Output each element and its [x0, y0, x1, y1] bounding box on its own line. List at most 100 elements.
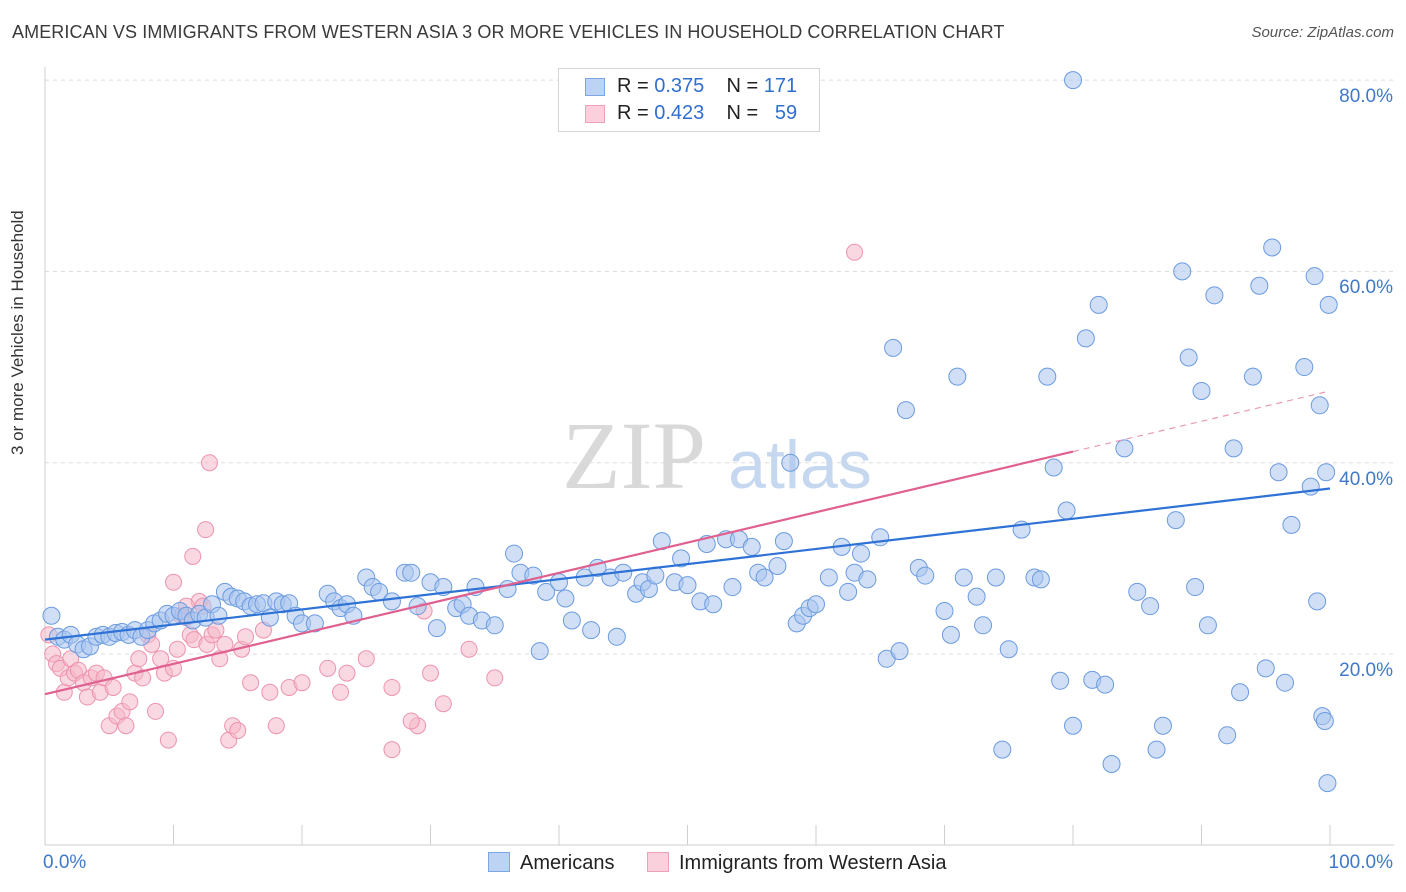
immigrants-point: [319, 659, 337, 677]
grid-lines: [45, 79, 1394, 655]
bottom-legend-swatch-americans: [488, 852, 510, 872]
trend-lines: [44, 390, 1331, 696]
americans-point: [1076, 329, 1095, 348]
x-tick-label: 100.0%: [1328, 852, 1393, 873]
americans-point: [704, 595, 723, 614]
americans-point: [402, 563, 421, 582]
legend-r-americans: 0.375: [654, 75, 705, 97]
americans-point: [742, 537, 761, 556]
y-axis-label: 3 or more Vehicles in Household: [8, 210, 27, 455]
americans-point: [851, 544, 870, 563]
americans-point: [935, 601, 954, 620]
immigrants-point: [104, 678, 122, 696]
americans-point: [505, 544, 524, 563]
immigrants-point: [184, 547, 202, 565]
americans-point: [1096, 675, 1115, 694]
americans-point: [209, 606, 228, 625]
americans-point: [1179, 348, 1198, 367]
americans-point: [530, 642, 549, 661]
americans-point: [1038, 367, 1057, 386]
americans-point: [768, 557, 787, 576]
chart-title: AMERICAN VS IMMIGRANTS FROM WESTERN ASIA…: [12, 22, 1005, 42]
legend-r-immigrants: 0.423: [654, 102, 705, 124]
immigrants-point: [261, 683, 279, 701]
immigrants-point: [846, 243, 864, 261]
americans-point: [485, 616, 504, 635]
bottom-legend-swatch-immigrants: [647, 852, 669, 872]
americans-point: [42, 606, 61, 625]
americans-point: [537, 582, 556, 601]
americans-point: [1192, 381, 1211, 400]
americans-point: [1263, 238, 1282, 257]
immigrants-point: [147, 702, 165, 720]
americans-point: [1141, 597, 1160, 616]
americans-point: [858, 570, 877, 589]
americans-point: [1317, 463, 1336, 482]
immigrants-point: [332, 683, 350, 701]
immigrants-trend-extension: [1072, 390, 1331, 453]
immigrants-point: [165, 573, 182, 591]
americans-point: [807, 595, 825, 614]
axes: [44, 67, 1394, 846]
americans-point: [1057, 501, 1076, 520]
americans-point: [1243, 367, 1262, 386]
americans-point: [550, 573, 568, 592]
americans-point: [1044, 458, 1063, 477]
americans-point: [839, 582, 858, 601]
americans-point: [1276, 673, 1295, 692]
bottom-legend-label-americans: Americans: [520, 852, 615, 874]
americans-point: [672, 549, 691, 568]
americans-point: [1315, 711, 1334, 730]
americans-trend-line: [44, 487, 1331, 641]
y-tick-label: 80.0%: [1339, 86, 1393, 108]
americans-point: [948, 367, 967, 386]
immigrants-point: [130, 650, 148, 668]
immigrants-point: [168, 640, 186, 658]
legend-swatch-immigrants: [585, 105, 605, 123]
americans-point: [582, 621, 601, 640]
source-credit: Source: ZipAtlas.com: [1251, 24, 1394, 41]
immigrants-point: [293, 674, 311, 692]
y-tick-label: 40.0%: [1339, 468, 1393, 490]
legend-n-americans: 171: [763, 75, 798, 97]
watermark-zip: ZIP: [562, 402, 706, 509]
americans-point: [819, 568, 838, 587]
immigrants-point: [229, 722, 247, 740]
americans-point: [1173, 262, 1192, 281]
legend-n-immigrants: 59: [774, 102, 798, 124]
immigrants-point: [267, 717, 285, 735]
americans-point: [1282, 515, 1301, 534]
americans-point: [1064, 71, 1082, 90]
americans-point: [774, 532, 793, 551]
americans-point: [890, 642, 909, 661]
americans-point: [999, 640, 1018, 659]
immigrants-point: [236, 628, 254, 646]
immigrants-point: [383, 678, 401, 696]
americans-point: [967, 587, 986, 606]
immigrants-point: [434, 695, 452, 713]
y-tick-label: 20.0%: [1339, 660, 1393, 681]
americans-point: [1319, 295, 1338, 314]
immigrants-point: [357, 650, 375, 668]
americans-point: [1031, 570, 1050, 589]
americans-point: [986, 568, 1005, 587]
americans-point: [1256, 659, 1275, 678]
americans-point: [1318, 774, 1337, 793]
americans-point: [1128, 582, 1147, 601]
americans-point: [1305, 267, 1324, 286]
americans-point: [562, 611, 581, 630]
americans-point: [1102, 754, 1121, 773]
americans-point: [427, 619, 446, 638]
americans-point: [1250, 276, 1269, 295]
americans-point: [884, 338, 903, 357]
immigrants-point: [117, 717, 135, 735]
immigrants-points: [40, 243, 864, 759]
immigrants-point: [121, 693, 139, 711]
americans-point: [1198, 616, 1217, 635]
americans-point: [607, 627, 626, 646]
bottom-legend-immigrants: Immigrants from Western Asia: [647, 852, 946, 875]
americans-point: [916, 566, 935, 585]
americans-point: [1308, 592, 1327, 611]
immigrants-point: [338, 664, 356, 682]
